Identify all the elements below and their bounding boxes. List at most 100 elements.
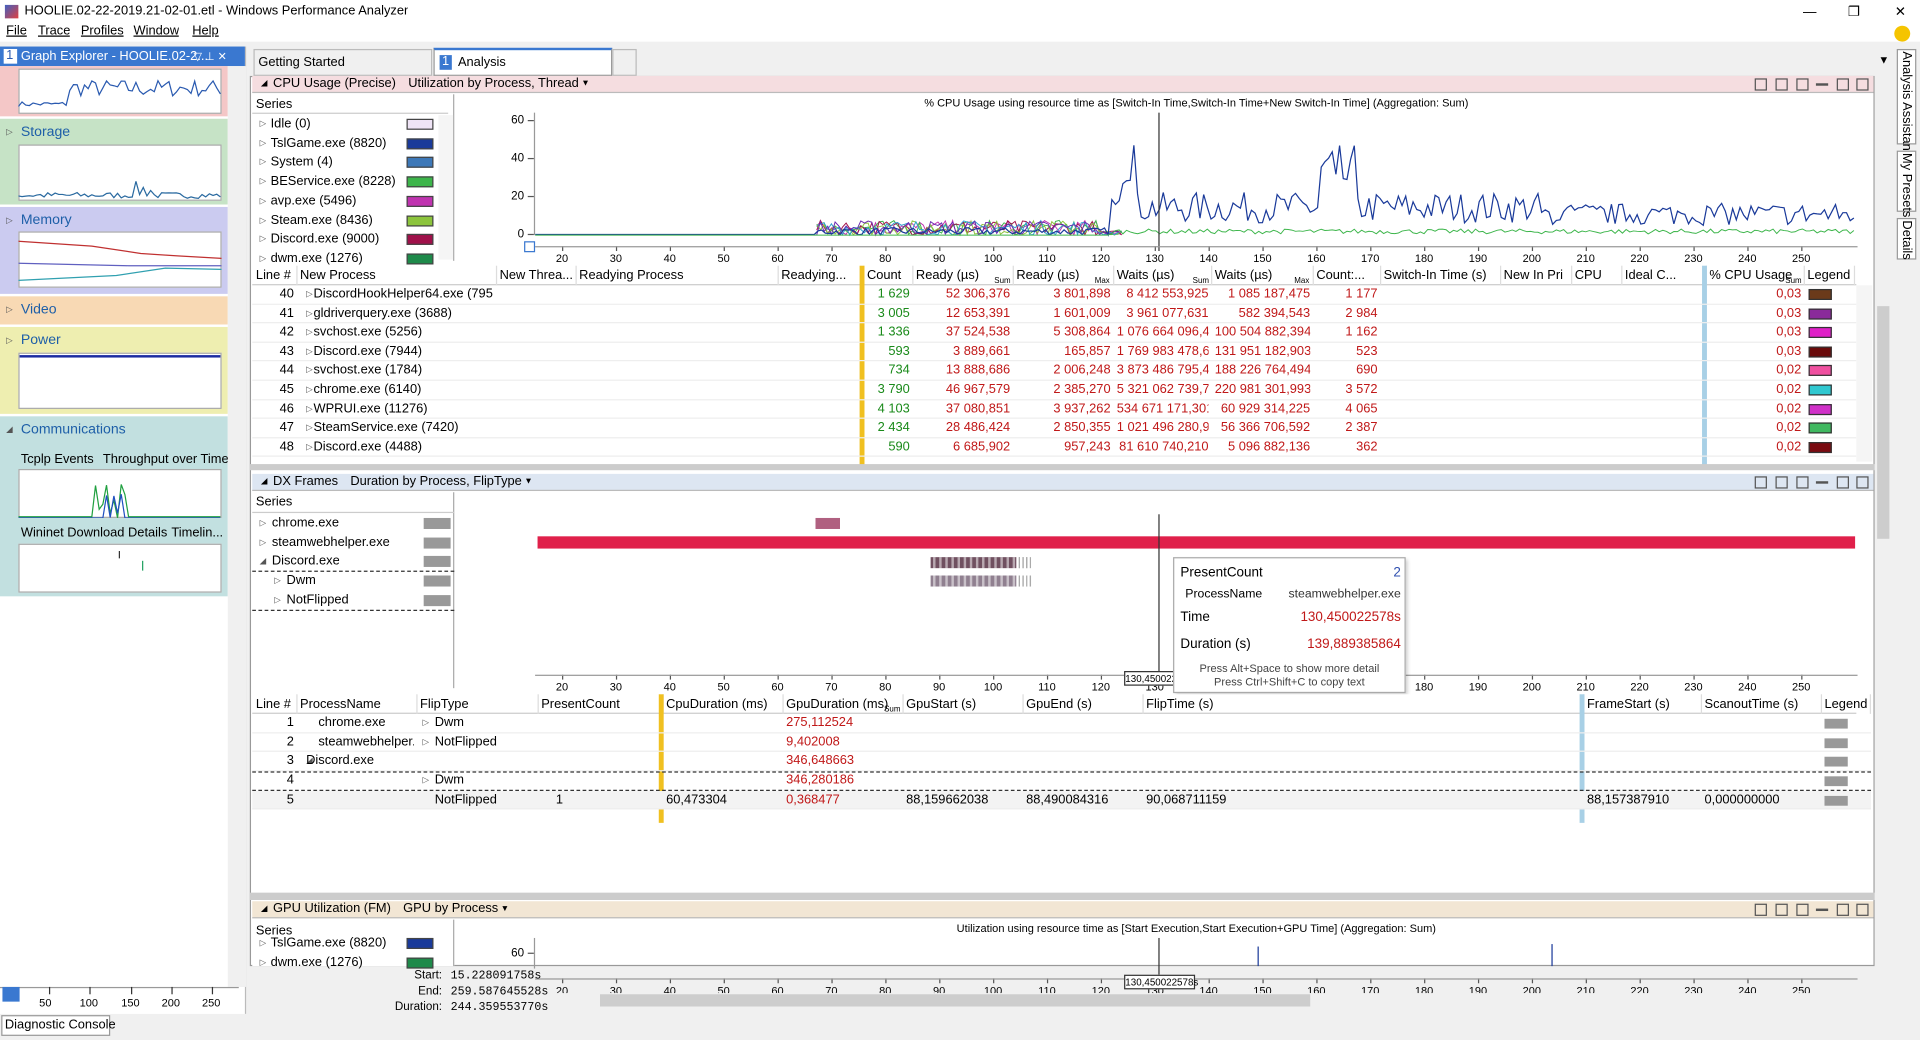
tab-label[interactable]: Analysis [457, 55, 506, 70]
panel-title[interactable]: GPU Utilization (FM) [273, 901, 391, 916]
column-header[interactable]: Readying Process [579, 268, 684, 283]
side-tab[interactable] [1896, 48, 1917, 145]
panel-button[interactable] [1836, 476, 1849, 489]
panel-button[interactable] [1856, 903, 1869, 916]
panel-button[interactable] [1796, 78, 1809, 91]
section-label[interactable]: Video [20, 302, 57, 318]
panel-button[interactable] [1775, 78, 1788, 91]
series-item[interactable]: dwm.exe (1276) [270, 250, 363, 266]
series-item[interactable]: avp.exe (5496) [270, 193, 357, 208]
section-label[interactable]: Communications [20, 422, 126, 438]
panel-button[interactable] [1775, 476, 1788, 489]
table-row[interactable] [252, 343, 1857, 362]
section-label[interactable]: Storage [20, 124, 71, 140]
series-item[interactable]: Idle (0) [270, 116, 311, 132]
menu-item[interactable]: File [6, 23, 27, 38]
panel-button[interactable] [1856, 476, 1869, 489]
menu-item[interactable]: Profiles [80, 23, 124, 38]
table-row[interactable] [252, 381, 1857, 400]
column-header[interactable]: Line # [255, 268, 291, 283]
side-tab[interactable] [1896, 150, 1917, 212]
series-item[interactable]: dwm.exe (1276) [270, 955, 363, 970]
column-header[interactable]: Waits (µs) [1116, 268, 1175, 283]
console-box[interactable] [1, 1015, 111, 1036]
comm-item[interactable]: Wininet Download Details [20, 525, 168, 540]
panel-title[interactable]: DX Frames [273, 473, 339, 489]
column-header[interactable]: Line # [255, 696, 291, 712]
column-header[interactable]: CPU [1574, 268, 1602, 283]
panel-button[interactable] [1796, 476, 1809, 489]
series-item[interactable]: Discord.exe [271, 553, 340, 569]
restore-button[interactable]: ❐ [1847, 4, 1860, 20]
column-header[interactable]: PresentCount [541, 696, 620, 712]
series-item[interactable]: System (4) [270, 154, 333, 170]
column-header[interactable]: Legend [1824, 696, 1868, 712]
panel-button[interactable] [1815, 476, 1829, 484]
tab[interactable] [433, 47, 613, 76]
menu-item[interactable]: Help [192, 23, 219, 38]
table-row[interactable] [252, 714, 1872, 734]
panel-button[interactable] [1836, 903, 1849, 916]
panel-title[interactable]: CPU Usage (Precise) [273, 75, 396, 91]
column-header[interactable]: Readying... [781, 268, 847, 283]
panel-button[interactable] [1796, 903, 1809, 916]
table-row[interactable] [252, 323, 1857, 343]
column-header[interactable]: % CPU Usage [1709, 268, 1793, 283]
column-header[interactable]: CpuDuration (ms) [666, 696, 768, 712]
table-row[interactable] [252, 304, 1857, 324]
main-scroll-thumb[interactable] [1877, 306, 1890, 539]
comm-item[interactable]: Timelin... [171, 525, 224, 540]
preset-selector[interactable]: GPU by Process [403, 901, 499, 916]
tab-label[interactable]: Getting Started [258, 55, 345, 70]
column-header[interactable]: FlipType [420, 696, 469, 712]
column-header[interactable]: Waits (µs) [1214, 268, 1273, 283]
series-item[interactable]: Dwm [286, 573, 316, 588]
side-tab[interactable] [1896, 217, 1917, 260]
section-label[interactable]: Power [20, 333, 61, 348]
column-header[interactable]: GpuDuration (ms) [786, 696, 889, 712]
comm-item[interactable]: Throughput over Time [102, 451, 229, 467]
close-button[interactable]: ✕ [1894, 4, 1907, 20]
column-header[interactable]: New Process [300, 268, 376, 283]
column-header[interactable]: ProcessName [300, 696, 381, 712]
comm-item[interactable]: Tcplp Events [20, 451, 94, 467]
table-row[interactable] [252, 362, 1857, 381]
preset-selector[interactable]: Duration by Process, FlipType [350, 473, 522, 489]
series-item[interactable]: chrome.exe [271, 515, 340, 531]
series-item[interactable]: Discord.exe (9000) [270, 231, 380, 247]
section-label[interactable]: Memory [20, 213, 72, 228]
panel-button[interactable] [1754, 903, 1767, 916]
panel-button[interactable] [1856, 78, 1869, 91]
column-header[interactable]: New Threa... [499, 268, 573, 283]
table-row[interactable] [252, 438, 1857, 458]
table-row[interactable] [252, 790, 1872, 810]
minimize-button[interactable]: — [1803, 4, 1817, 20]
zoom-button[interactable] [524, 241, 536, 253]
table-row[interactable] [252, 752, 1872, 772]
menu-item[interactable]: Trace [37, 23, 71, 38]
menu-item[interactable]: Window [133, 23, 180, 38]
table-row[interactable] [252, 771, 1872, 791]
column-header[interactable]: Ideal C... [1624, 268, 1677, 283]
column-header[interactable]: Legend [1807, 268, 1851, 283]
panel-button[interactable] [1836, 78, 1849, 91]
preset-selector[interactable]: Utilization by Process, Thread [408, 75, 579, 91]
column-header[interactable]: ScanoutTime (s) [1704, 696, 1799, 712]
panel-button[interactable] [1815, 78, 1829, 86]
table-row[interactable] [252, 285, 1857, 305]
series-item[interactable]: steamwebhelper.exe [271, 534, 390, 550]
column-header[interactable]: Switch-In Time (s) [1383, 268, 1487, 283]
column-header[interactable]: Ready (µs) [915, 268, 980, 283]
series-item[interactable]: TslGame.exe (8820) [270, 935, 387, 951]
table-row[interactable] [252, 733, 1872, 753]
column-header[interactable]: GpuStart (s) [906, 696, 977, 712]
table-row[interactable] [252, 419, 1857, 439]
side-tab-label[interactable]: Details [1899, 220, 1914, 260]
panel-button[interactable] [1815, 904, 1829, 912]
column-header[interactable]: New In Pri [1503, 268, 1563, 283]
h-scroll-thumb[interactable] [600, 994, 1311, 1007]
series-item[interactable]: TslGame.exe (8820) [270, 135, 387, 151]
tab[interactable] [253, 48, 433, 76]
column-header[interactable]: FlipTime (s) [1146, 696, 1214, 712]
table-row[interactable] [252, 400, 1857, 420]
